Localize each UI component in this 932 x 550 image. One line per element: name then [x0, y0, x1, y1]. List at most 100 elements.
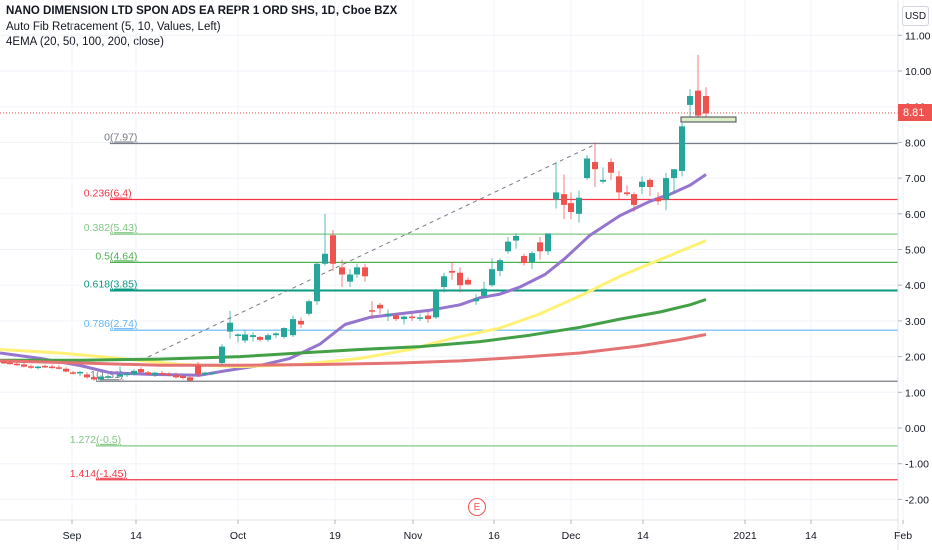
price-tick-label: 2.00 — [905, 352, 926, 364]
candle — [433, 290, 439, 318]
candle — [521, 255, 527, 264]
candle — [91, 377, 97, 380]
candle — [227, 322, 233, 332]
candle — [195, 365, 201, 375]
candle — [385, 313, 391, 316]
price-tick-label: 0.00 — [905, 423, 926, 435]
candle — [624, 192, 630, 195]
candle — [42, 365, 48, 368]
time-tick-label: 2021 — [733, 530, 757, 542]
candle — [362, 267, 368, 277]
candle — [131, 370, 137, 375]
candle — [663, 178, 669, 200]
candle — [1, 361, 7, 364]
chart-grid — [0, 0, 904, 520]
candle — [505, 241, 511, 252]
ema-line-ema200 — [0, 333, 707, 367]
candle — [608, 162, 614, 173]
candle — [537, 242, 543, 252]
candle — [14, 363, 20, 366]
candle — [322, 253, 328, 264]
candle — [257, 336, 263, 340]
ema-line-ema20 — [0, 173, 707, 377]
currency-button[interactable]: USD — [902, 6, 929, 26]
candle — [401, 316, 407, 320]
candle — [576, 197, 582, 214]
candle — [703, 95, 709, 114]
price-tick-label: 3.00 — [905, 316, 926, 328]
fib-value-label: (3.85) — [110, 279, 137, 291]
fib-level-label: 0 — [104, 131, 110, 143]
fib-level-label: 0.618 — [84, 279, 110, 291]
candle — [166, 373, 172, 376]
candle — [63, 368, 69, 372]
ema-line-ema50 — [0, 239, 707, 369]
candle — [465, 279, 471, 285]
price-tick-label: 1.00 — [905, 387, 926, 399]
candle — [473, 298, 479, 302]
candle — [354, 267, 360, 275]
candle — [124, 373, 130, 376]
price-tick-label: 8.00 — [905, 137, 926, 149]
candle — [481, 288, 487, 296]
highlight-rectangle[interactable] — [680, 116, 737, 123]
candle — [35, 366, 41, 369]
candle — [592, 162, 598, 170]
candle — [545, 233, 551, 252]
candle — [70, 372, 76, 374]
candle — [655, 197, 661, 202]
candle — [347, 274, 353, 282]
time-tick-label: 14 — [130, 530, 142, 542]
price-tick-label: -2.00 — [905, 494, 929, 506]
candle — [687, 95, 693, 105]
symbol-title[interactable]: NANO DIMENSION LTD SPON ADS EA REPR 1 OR… — [6, 5, 398, 17]
time-axis[interactable]: Sep 14 Oct 19 Nov 16 Dec 14 2021 14 Feb — [63, 520, 913, 542]
price-tick-label: -1.00 — [905, 459, 929, 471]
time-tick-label: Nov — [404, 530, 423, 542]
candle — [84, 374, 90, 378]
candle — [529, 253, 535, 262]
fib-value-label: (4.64) — [110, 250, 137, 262]
candle — [159, 373, 165, 375]
fib-level-label: 0.236 — [84, 188, 110, 200]
indicator-fib-label[interactable]: Auto Fib Retracement (5, 10, Values, Lef… — [6, 20, 221, 33]
price-tick-label: 11.00 — [905, 30, 931, 42]
candle — [7, 362, 13, 365]
candle — [105, 376, 111, 378]
candle — [425, 315, 431, 320]
fib-level-label: 0.786 — [84, 318, 110, 330]
price-tick-label: 10.00 — [905, 66, 931, 78]
candle — [56, 367, 62, 369]
fib-value-label: (-0.5) — [96, 434, 121, 446]
candle — [235, 334, 241, 336]
last-price-label: 8.81 — [898, 104, 932, 121]
fib-value-label: (6.4) — [110, 188, 132, 200]
candle — [77, 371, 83, 374]
candle — [242, 334, 248, 341]
candle — [202, 372, 208, 375]
time-tick-label: Oct — [230, 530, 246, 542]
candle — [457, 272, 463, 286]
candle — [497, 260, 503, 271]
price-tick-label: 5.00 — [905, 245, 926, 257]
candle — [393, 315, 399, 320]
candle — [330, 235, 336, 264]
candle — [584, 158, 590, 179]
indicator-ema-label[interactable]: 4EMA (20, 50, 100, 200, close) — [6, 36, 164, 48]
candle — [138, 369, 144, 373]
candle — [145, 372, 151, 375]
candle — [679, 126, 685, 171]
fib-value-label: (7.97) — [110, 131, 137, 143]
candle — [290, 319, 296, 336]
candle — [671, 169, 677, 179]
candle — [273, 333, 279, 336]
time-tick-label: Dec — [562, 530, 581, 542]
candle — [568, 203, 574, 213]
candle — [250, 335, 256, 337]
candle — [489, 269, 495, 286]
candle — [21, 364, 27, 367]
earnings-icon[interactable]: E — [468, 498, 486, 516]
time-tick-label: 14 — [805, 530, 817, 542]
candle — [553, 192, 559, 200]
